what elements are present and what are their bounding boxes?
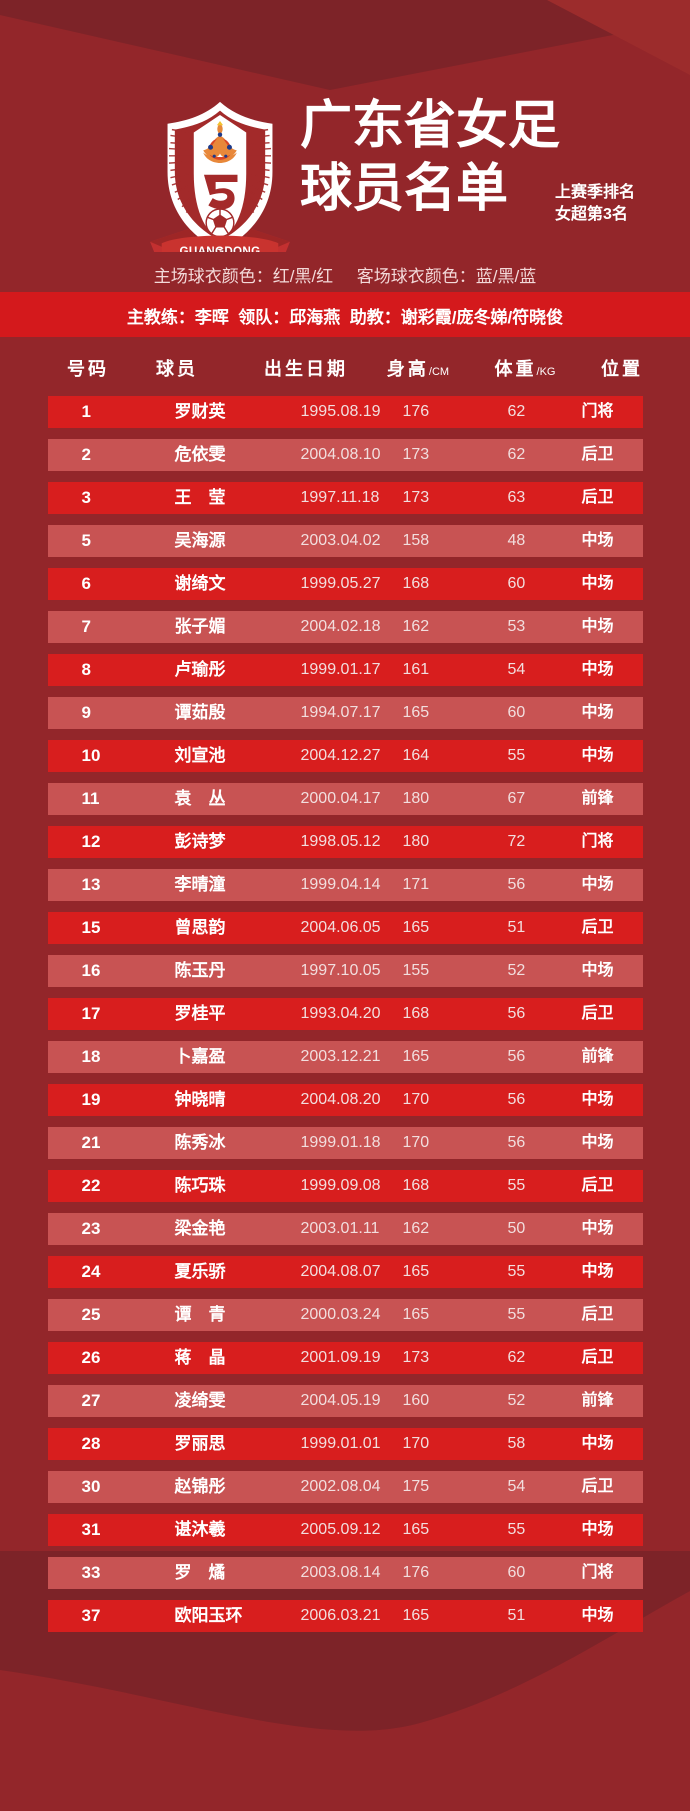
svg-text:GUANGDONG: GUANGDONG xyxy=(180,245,261,252)
